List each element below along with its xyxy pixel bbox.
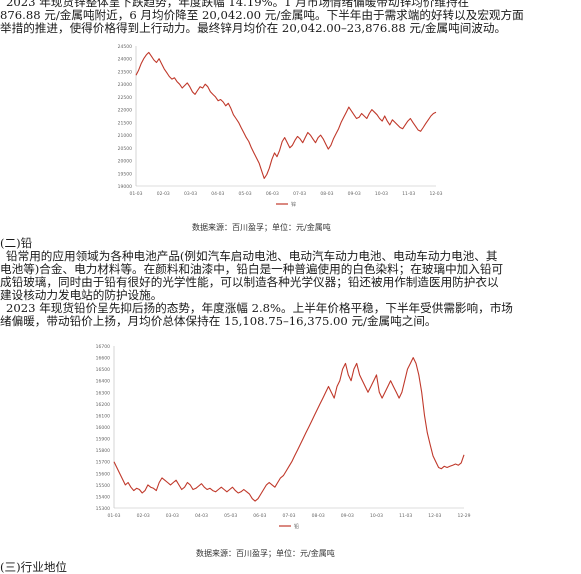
x-tick-label: 11-03 bbox=[402, 191, 415, 197]
y-tick-label: 16000 bbox=[96, 425, 110, 431]
y-tick-label: 19500 bbox=[118, 171, 132, 177]
x-tick-label: 06-03 bbox=[266, 191, 279, 197]
x-tick-label: 12-29 bbox=[457, 513, 470, 519]
x-tick-label: 01-03 bbox=[129, 191, 142, 197]
x-tick-label: 05-03 bbox=[224, 513, 237, 519]
x-tick-label: 09-03 bbox=[341, 513, 354, 519]
x-tick-label: 12-03 bbox=[428, 513, 441, 519]
lead-price-chart: 16700 16600 16500 16400 16300 16200 16100 16000… bbox=[96, 344, 471, 530]
x-tick-label: 07-03 bbox=[293, 191, 306, 197]
lead-chart-caption: 数据来源：百川盈孚；单位：元/金属吨 bbox=[196, 549, 335, 558]
x-tick-label: 03-03 bbox=[184, 191, 197, 197]
y-tick-label: 15800 bbox=[96, 448, 110, 454]
paragraph-line: 2023 年现货铅价呈先抑后扬的态势，年度涨幅 2.8%。上半年价格平稳，下半年… bbox=[6, 301, 513, 315]
y-tick-label: 22000 bbox=[118, 108, 132, 114]
y-tick-label: 15400 bbox=[96, 494, 110, 500]
paragraph-line: 建设核动力发电站的防护设施。 bbox=[0, 288, 163, 302]
zinc-chart-caption: 数据来源：百川盈孚；单位：元/金属吨 bbox=[192, 223, 331, 232]
y-tick-label: 15700 bbox=[96, 460, 110, 466]
legend-label: 锌 bbox=[291, 201, 296, 208]
y-tick-label: 21000 bbox=[118, 133, 132, 139]
series-line bbox=[135, 51, 437, 179]
y-tick-label: 19000 bbox=[118, 184, 132, 190]
x-tick-label: 08-03 bbox=[320, 191, 333, 197]
y-tick-label: 16400 bbox=[96, 379, 110, 385]
x-tick-label: 04-03 bbox=[195, 513, 208, 519]
paragraph-line: 铅常用的应用领域为各种电池产品(例如汽车启动电池、电动汽车动力电池、电动车动力电… bbox=[6, 249, 498, 263]
y-tick-label: 16200 bbox=[96, 402, 110, 408]
y-tick-label: 20000 bbox=[118, 159, 132, 165]
y-tick-label: 16600 bbox=[96, 356, 110, 362]
y-tick-label: 24000 bbox=[118, 57, 132, 63]
y-tick-label: 16500 bbox=[96, 367, 110, 373]
x-tick-label: 10-03 bbox=[375, 191, 388, 197]
series-line bbox=[113, 357, 465, 502]
x-tick-label: 10-03 bbox=[370, 513, 383, 519]
legend-label: 铅 bbox=[294, 523, 299, 530]
x-tick-label: 02-03 bbox=[137, 513, 150, 519]
y-tick-label: 15300 bbox=[96, 506, 110, 512]
x-tick-label: 12-03 bbox=[429, 191, 442, 197]
x-tick-label: 06-03 bbox=[253, 513, 266, 519]
x-tick-label: 09-03 bbox=[348, 191, 361, 197]
y-tick-label: 15600 bbox=[96, 471, 110, 477]
paragraph-line: 成铅玻璃，同时由于铅有很好的光学性能，可以制造各种光学仪器；铅还被用作制造医用防… bbox=[0, 275, 499, 289]
section-heading-lead: (二)铅 bbox=[0, 236, 33, 250]
paragraph-line: 绪偏暖，带动铅价上扬，月均价总体保持在 15,108.75–16,375.00 … bbox=[0, 314, 437, 328]
y-tick-label: 21500 bbox=[118, 120, 132, 126]
paragraph-line: 电池等)合金、电力材料等。在颜料和油漆中，铅白是一种普遍使用的白色染料；在玻璃中… bbox=[0, 262, 504, 276]
y-tick-label: 16700 bbox=[96, 344, 110, 350]
x-tick-label: 05-03 bbox=[239, 191, 252, 197]
x-tick-label: 04-03 bbox=[211, 191, 224, 197]
x-tick-label: 11-03 bbox=[399, 513, 412, 519]
y-tick-label: 20500 bbox=[118, 146, 132, 152]
paragraph-line: 876.88 元/金属吨附近，6 月均价降至 20,042.00 元/金属吨。下… bbox=[0, 8, 524, 22]
y-tick-label: 15500 bbox=[96, 483, 110, 489]
paragraph-line: 2023 年现货锌整体呈下跌趋势，年度跌幅 14.19%。1 月市场情绪偏暖带动… bbox=[6, 0, 470, 9]
x-tick-label: 08-03 bbox=[312, 513, 325, 519]
y-tick-label: 16300 bbox=[96, 390, 110, 396]
y-tick-label: 23000 bbox=[118, 82, 132, 88]
y-tick-label: 16100 bbox=[96, 413, 110, 419]
y-tick-label: 22500 bbox=[118, 95, 132, 101]
paragraph-line: 举措的推进，使得价格得到上行动力。最终锌月均价在 20,042.00–23,87… bbox=[0, 21, 507, 35]
zinc-price-chart: 24500 24000 23500 23000 22500 22000 21500 21000… bbox=[118, 44, 443, 208]
x-tick-label: 03-03 bbox=[166, 513, 179, 519]
y-tick-label: 23500 bbox=[118, 69, 132, 75]
section-heading-industry-position: (三)行业地位 bbox=[0, 560, 68, 574]
x-tick-label: 01-03 bbox=[107, 513, 120, 519]
x-tick-label: 07-03 bbox=[282, 513, 295, 519]
y-tick-label: 15900 bbox=[96, 437, 110, 443]
x-tick-label: 02-03 bbox=[157, 191, 170, 197]
y-tick-label: 24500 bbox=[118, 44, 132, 50]
